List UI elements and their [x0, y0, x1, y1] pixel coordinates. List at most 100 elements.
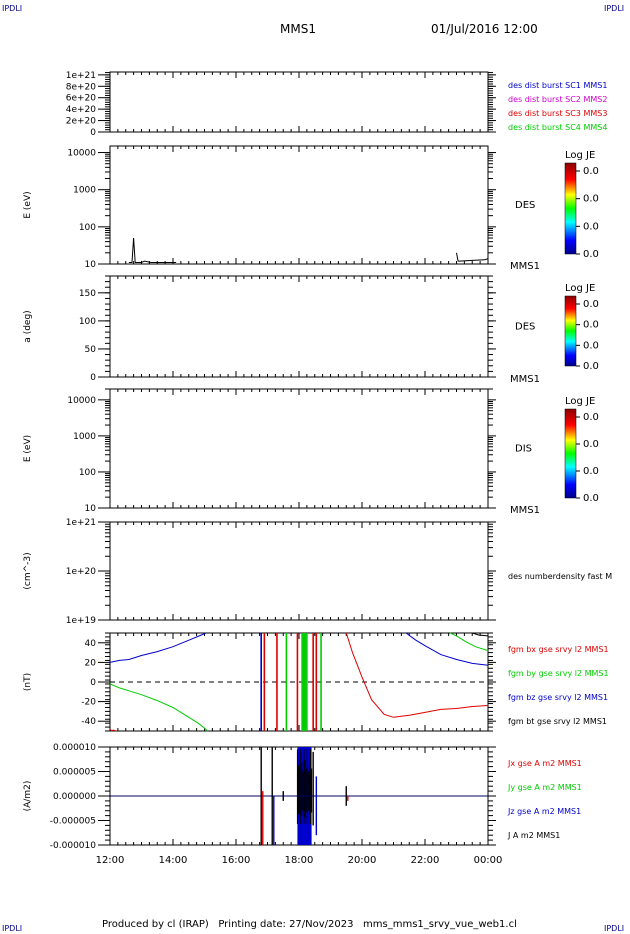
data-series: [449, 632, 489, 652]
y-tick-label: 0.000005: [53, 768, 96, 778]
y-tick-label: 100: [79, 317, 96, 327]
colorbar: [564, 408, 577, 499]
legend-entry: fgm bz gse srvy l2 MMS1: [508, 693, 608, 702]
y-tick-label: 50: [85, 345, 97, 355]
y-tick-label: 1000: [73, 186, 96, 196]
y-tick-label: 1e+20: [66, 567, 97, 577]
corner-mark: IPDLI: [2, 924, 23, 933]
spacecraft-label: MMS1: [510, 261, 540, 272]
legend-entry: des dist burst SC4 MMS4: [508, 123, 607, 132]
legend-entry: Jx gse A m2 MMS1: [507, 759, 582, 768]
y-axis-label: E (eV): [23, 435, 33, 462]
y-tick-label: 40: [85, 639, 97, 649]
y-tick-label: -0.000010: [50, 841, 96, 851]
spacecraft-title: MMS1: [280, 22, 316, 36]
y-tick-label: 0: [90, 678, 96, 688]
y-tick-label: 1e+19: [66, 616, 97, 626]
panel-frame: [109, 145, 489, 265]
colorbar-title: Log JE: [565, 396, 595, 407]
y-tick-label: 10: [85, 260, 97, 270]
y-tick-label: 1e+21: [66, 518, 96, 528]
legend-entry: des numberdensity fast M: [508, 572, 612, 581]
panel-frame: [109, 388, 489, 509]
colorbar-label: 0.0: [583, 221, 599, 232]
y-tick-label: 0.000010: [53, 743, 96, 753]
colorbar-label: 0.0: [583, 194, 599, 205]
colorbar-label: 0.0: [583, 166, 599, 177]
colorbar-label: 0.0: [583, 466, 599, 477]
colorbar-label: 0.0: [583, 412, 599, 423]
x-tick-label: 12:00: [96, 855, 125, 866]
x-tick-label: 20:00: [348, 855, 377, 866]
y-tick-label: 1000: [73, 432, 96, 442]
x-tick-label: 18:00: [285, 855, 314, 866]
data-series: [456, 252, 489, 262]
legend-entry: Jy gse A m2 MMS1: [507, 783, 582, 792]
instrument-label: DIS: [515, 444, 532, 455]
legend-entry: fgm by gse srvy l2 MMS1: [508, 669, 609, 678]
y-tick-label: 100: [79, 223, 96, 233]
y-tick-label: 6e+20: [66, 94, 97, 104]
panel-frame: [109, 521, 489, 621]
x-tick-label: 16:00: [222, 855, 251, 866]
y-tick-label: 20: [85, 658, 97, 668]
colorbar-title: Log JE: [565, 283, 595, 294]
y-axis-label: E (eV): [23, 191, 33, 218]
y-tick-label: 10000: [67, 149, 96, 159]
data-series: [472, 632, 489, 637]
y-tick-label: -20: [81, 698, 96, 708]
colorbar-label: 0.0: [583, 320, 599, 331]
colorbar-label: 0.0: [583, 493, 599, 504]
legend-entry: des dist burst SC3 MMS3: [508, 109, 607, 118]
data-series: [345, 632, 489, 718]
legend-entry: des dist burst SC2 MMS2: [508, 95, 607, 104]
y-tick-label: 10000: [67, 396, 96, 406]
y-tick-label: 100: [79, 468, 96, 478]
instrument-label: DES: [515, 200, 535, 211]
data-series: [109, 728, 117, 732]
y-tick-label: 2e+20: [66, 117, 97, 127]
corner-mark: IPDLI: [604, 4, 625, 13]
legend-entry: fgm bt gse srvy l2 MMS1: [508, 717, 607, 726]
x-tick-label: 14:00: [159, 855, 188, 866]
y-axis-label: (A/m2): [23, 781, 33, 812]
y-tick-label: 10: [85, 504, 97, 514]
data-series: [405, 632, 489, 666]
footer-credit: Produced by cl (IRAP) Printing date: 27/…: [102, 919, 517, 930]
y-tick-label: -0.000005: [50, 817, 96, 827]
legend-entry: J A m2 MMS1: [507, 831, 560, 840]
colorbar-label: 0.0: [583, 299, 599, 310]
panel-frame: [109, 275, 489, 378]
y-tick-label: 4e+20: [66, 105, 97, 115]
corner-mark: IPDLI: [2, 4, 23, 13]
spacecraft-label: MMS1: [510, 505, 540, 516]
legend-entry: Jz gse A m2 MMS1: [507, 807, 581, 816]
y-tick-label: 150: [79, 289, 96, 299]
y-tick-label: 1e+21: [66, 71, 96, 81]
y-tick-label: 8e+20: [66, 82, 97, 92]
colorbar-label: 0.0: [583, 249, 599, 260]
panel-frame: [109, 71, 489, 133]
data-series: [128, 237, 177, 263]
legend-entry: des dist burst SC1 MMS1: [508, 81, 607, 90]
instrument-label: DES: [515, 322, 535, 333]
colorbar: [564, 162, 577, 255]
y-axis-label: (cm^-3): [23, 552, 33, 589]
y-tick-label: -40: [81, 717, 96, 727]
corner-mark: IPDLI: [604, 924, 625, 933]
colorbar: [564, 295, 577, 367]
y-axis-label: (nT): [23, 673, 33, 691]
plot-date: 01/Jul/2016 12:00: [431, 22, 538, 36]
y-axis-label: a (deg): [23, 310, 33, 342]
legend-entry: fgm bx gse srvy l2 MMS1: [508, 645, 609, 654]
colorbar-title: Log JE: [565, 150, 595, 161]
data-series: [109, 683, 208, 732]
y-tick-label: 0: [90, 373, 96, 383]
y-tick-label: 0.000000: [53, 792, 96, 802]
x-tick-label: 00:00: [474, 855, 503, 866]
y-tick-label: 0: [90, 128, 96, 138]
colorbar-label: 0.0: [583, 361, 599, 372]
x-tick-label: 22:00: [411, 855, 440, 866]
spacecraft-label: MMS1: [510, 374, 540, 385]
